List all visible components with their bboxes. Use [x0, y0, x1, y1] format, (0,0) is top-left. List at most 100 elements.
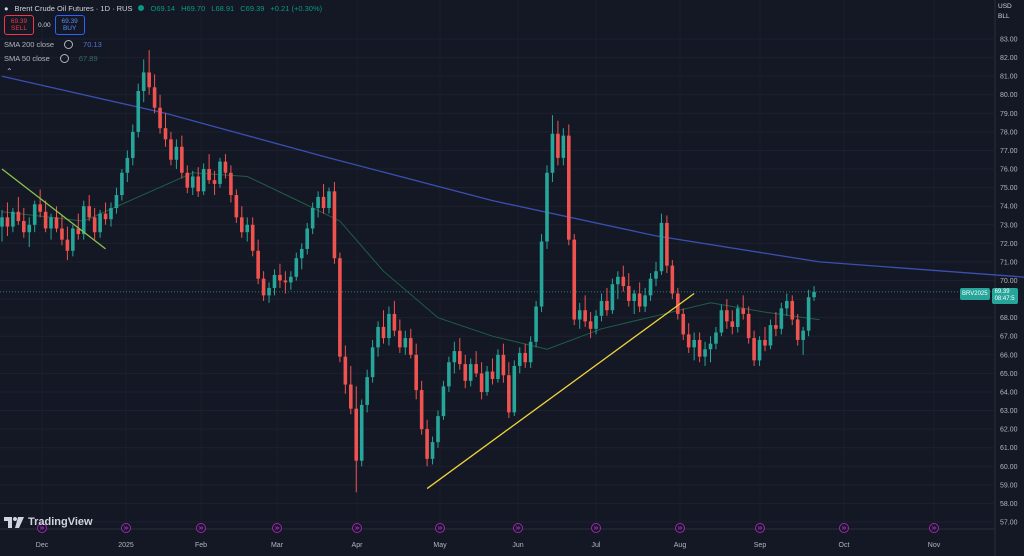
candle [452, 341, 457, 374]
event-marker-glyph [757, 526, 763, 530]
candle [458, 338, 462, 370]
candle-body [60, 228, 64, 240]
candle [87, 195, 91, 222]
price-tick-label: 66.00 [1000, 352, 1018, 359]
candle-body [299, 248, 304, 259]
support-trendline [426, 292, 695, 490]
candle [223, 154, 228, 179]
price-scale-units[interactable]: USD BLL [998, 2, 1012, 22]
price-tick-label: 77.00 [1000, 148, 1018, 155]
price-tick-label: 81.00 [1000, 74, 1018, 81]
eye-icon[interactable] [59, 54, 69, 63]
candle [496, 349, 500, 383]
event-marker-glyph [123, 526, 129, 530]
candle [370, 339, 375, 383]
spread-value: 0.00 [38, 21, 51, 29]
candle-body [637, 293, 642, 307]
candle-body [250, 224, 255, 251]
candle-body [278, 274, 282, 281]
candle-body [398, 330, 402, 348]
open-value: O69.14 [150, 3, 176, 13]
buy-button[interactable]: 69.39 BUY [54, 15, 85, 35]
candles [0, 50, 816, 493]
symbol-icon: ● [4, 3, 9, 13]
candle-body [599, 300, 604, 316]
event-marker-glyph [841, 526, 847, 530]
candle-body [141, 72, 146, 92]
candle-body [207, 169, 211, 181]
candle [616, 271, 620, 300]
candle [245, 217, 250, 242]
price-tick-label: 71.00 [1000, 259, 1018, 266]
price-tick-label: 76.00 [1000, 167, 1018, 174]
candle-body [632, 293, 636, 301]
candle-body [22, 221, 26, 233]
indicator-sma-50[interactable]: SMA 50 close 67.89 [4, 54, 98, 63]
sell-button[interactable]: 69.39 SELL [4, 15, 34, 35]
indicator-sma-200[interactable]: SMA 200 close 70.13 [4, 40, 102, 49]
candle [185, 165, 190, 194]
candle-body [610, 284, 615, 311]
candle [180, 135, 184, 179]
collapse-icon[interactable]: ⌃ [6, 67, 13, 76]
candle [779, 302, 784, 335]
eye-icon[interactable] [64, 40, 74, 49]
candle [256, 239, 260, 285]
candle [327, 187, 331, 214]
candle [763, 326, 767, 352]
candle-body [5, 217, 10, 227]
high-value: H69.70 [181, 3, 206, 13]
logo-text: TradingView [28, 516, 93, 528]
sell-price: 69.39 [10, 18, 28, 25]
candle-body [152, 87, 157, 108]
candle-body [163, 128, 168, 140]
candle [735, 304, 740, 333]
candle-body [289, 276, 293, 283]
candle [283, 271, 288, 294]
time-tick-label: Dec [36, 542, 49, 549]
candle-body [120, 172, 124, 196]
candle [463, 354, 468, 389]
candle [76, 213, 81, 240]
candle-body [534, 306, 538, 342]
price-scale[interactable]: 83.00 82.00 81.00 80.00 79.00 78.00 77.00 76.00… [1000, 37, 1018, 527]
candle [207, 154, 211, 184]
candle [408, 328, 413, 359]
candle [169, 131, 173, 166]
candle [32, 200, 37, 233]
candle [790, 295, 795, 326]
symbol-title[interactable]: Brent Crude Oil Futures · 1D · RUS [14, 3, 133, 13]
candle [22, 208, 26, 238]
price-tick-label: 64.00 [1000, 389, 1018, 396]
candle [212, 170, 217, 196]
candle [594, 310, 598, 335]
candle-body [583, 310, 587, 322]
candle [545, 165, 549, 249]
candle [561, 128, 566, 166]
price-tick-label: 62.00 [1000, 427, 1018, 434]
candle [125, 150, 130, 183]
candle [338, 252, 342, 363]
candle-body [741, 308, 745, 314]
trendlines[interactable] [1, 168, 695, 490]
candle [806, 289, 811, 337]
candle [708, 336, 713, 363]
time-scale[interactable]: Dec 2025 Feb Mar Apr May Jun Jul Aug Sep Oct Nov [36, 523, 941, 550]
candle-body [272, 274, 277, 288]
candle [670, 260, 675, 300]
candle-body [545, 172, 549, 242]
indicator-value: 67.89 [78, 54, 98, 63]
candle [359, 399, 364, 467]
candle [49, 213, 53, 240]
candle [648, 273, 653, 301]
candle [392, 300, 397, 337]
candle-body [147, 72, 151, 88]
candle-body [261, 278, 266, 296]
tradingview-logo[interactable]: TradingView [4, 516, 93, 528]
candle-body [468, 364, 473, 381]
candle [812, 286, 816, 301]
candle-body [692, 339, 696, 348]
candle-body [332, 191, 337, 259]
candle [131, 124, 135, 166]
